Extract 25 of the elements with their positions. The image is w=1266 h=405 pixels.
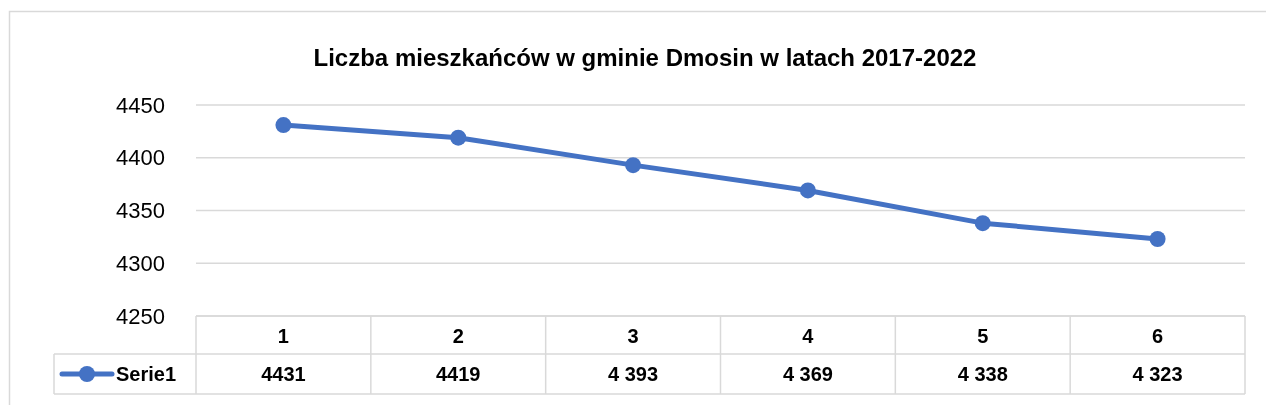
x-tick-label: 3	[627, 325, 639, 347]
chart-title: Liczba mieszkańców w gminie Dmosin w latach 2017-2022	[313, 43, 977, 71]
data-label: 4419	[436, 363, 481, 385]
data-label: 4 393	[608, 363, 659, 385]
point	[974, 215, 991, 232]
x-tick-label: 5	[977, 325, 989, 347]
data-label: 4431	[261, 363, 306, 385]
x-tick-label: 2	[452, 325, 464, 347]
data-label: 4 338	[957, 363, 1008, 385]
y-tick-label: 4250	[116, 303, 165, 329]
data-label: 4 323	[1132, 363, 1183, 385]
y-tick-label: 4400	[116, 145, 165, 171]
x-tick-label: 6	[1152, 325, 1164, 347]
data-label: 4 369	[782, 363, 833, 385]
legend-label: Serie1	[116, 363, 177, 385]
point	[1149, 230, 1166, 247]
x-tick-label: 4	[802, 325, 815, 347]
point	[799, 182, 816, 199]
x-tick-label: 1	[277, 325, 289, 347]
y-tick-label: 4350	[116, 198, 165, 223]
point	[625, 157, 642, 174]
point	[275, 117, 292, 134]
y-tick-label: 4300	[116, 250, 165, 276]
y-tick-label: 4450	[116, 92, 165, 118]
point	[450, 129, 467, 146]
